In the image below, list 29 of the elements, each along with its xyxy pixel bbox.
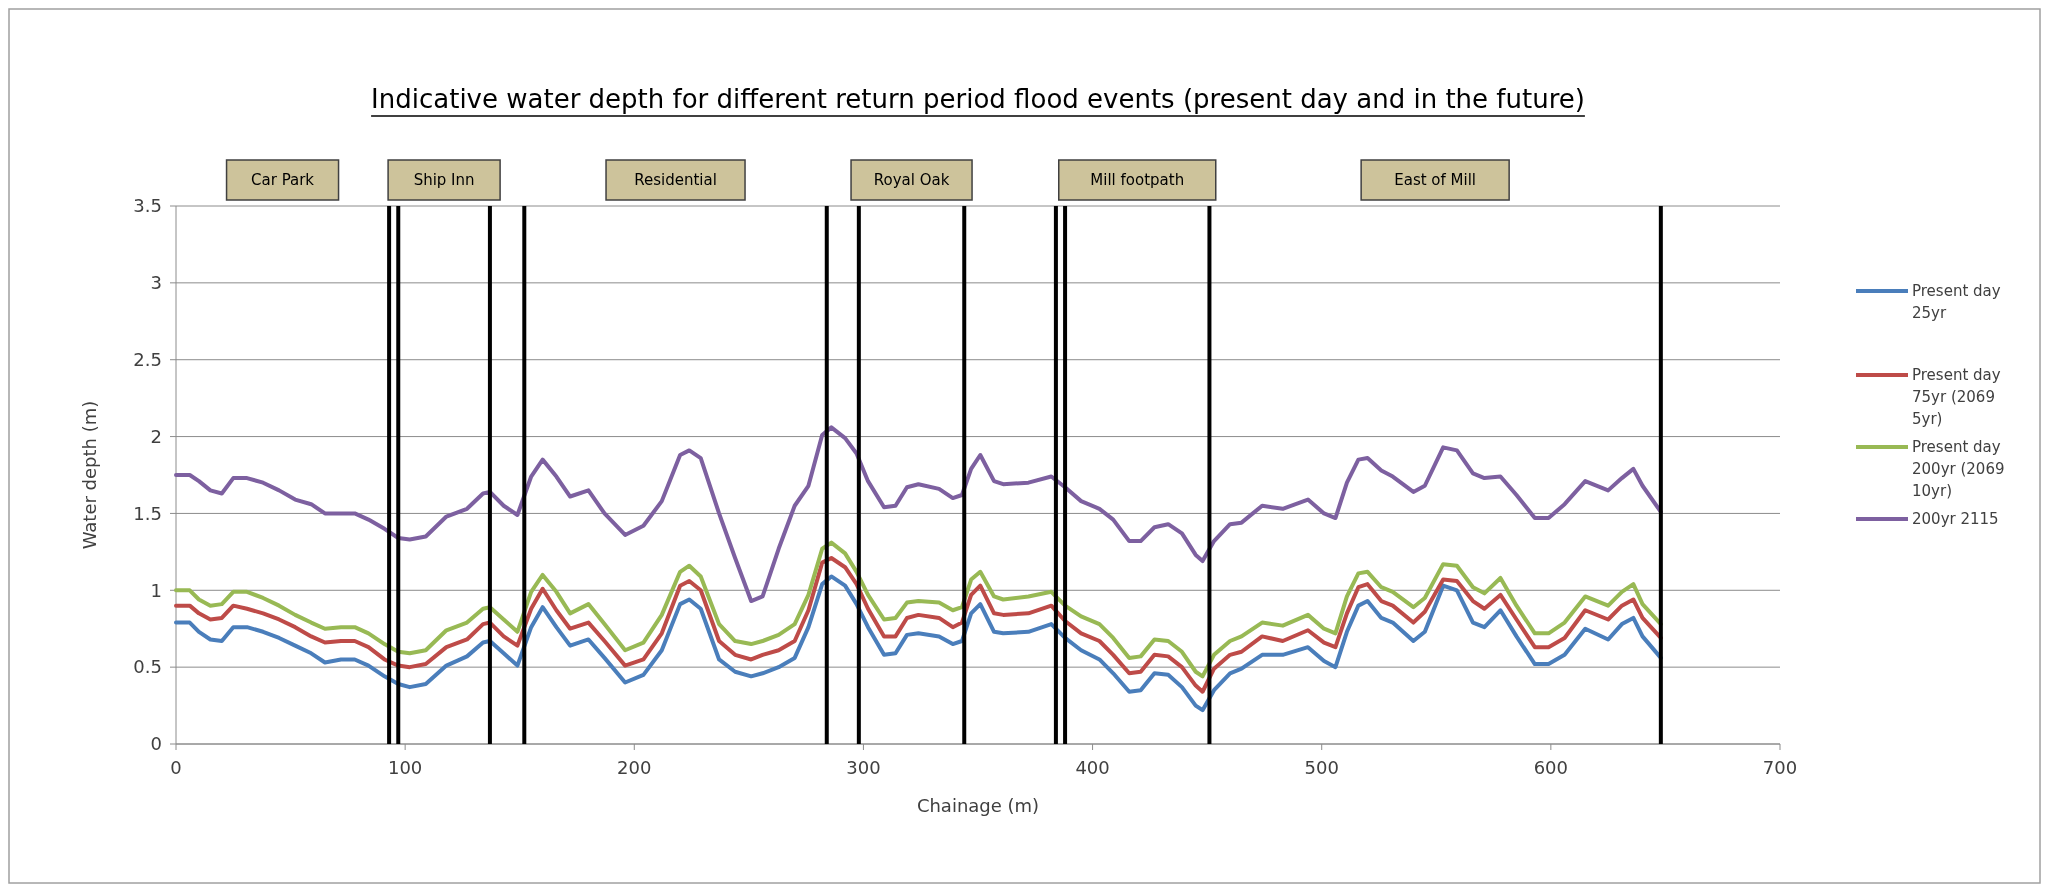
y-axis-title: Water depth (m) [79,400,100,550]
x-tick-label: 600 [1533,757,1569,778]
y-tick-label: 2.5 [133,349,162,371]
text: Ship Inn [413,171,475,190]
x-tick-label: 400 [1075,757,1110,778]
legend-label: 200yr 2115 [1912,510,1999,528]
legend-label: Present day 25yr [1912,282,2001,322]
x-tick-label: 0 [170,757,182,778]
y-tick-label: 3 [150,272,162,294]
legend-label: Present day 75yr (2069 5yr) [1912,366,2001,428]
legend-label: Present day 200yr (2069 10yr) [1912,438,2005,500]
x-axis-title: Chainage (m) [916,795,1040,816]
text: Car Park [251,171,315,190]
chart-title: Indicative water depth for different return period flood events (present day and in the future) [371,84,1585,114]
y-tick-label: 0.5 [133,656,162,678]
y-tick-label: 2 [150,425,162,447]
x-tick-label: 700 [1762,757,1798,778]
x-tick-label: 300 [846,757,881,778]
x-tick-label: 100 [387,757,423,778]
text: Royal Oak [873,171,950,190]
text: Residential [634,171,717,190]
y-tick-label: 0 [150,733,162,755]
y-tick-label: 1.5 [133,502,162,524]
x-tick-label: 500 [1304,757,1339,778]
text: East of Mill [1394,171,1477,190]
x-tick-label: 200 [617,757,652,778]
y-tick-label: 1 [150,579,162,601]
text: Mill footpath [1090,171,1185,190]
y-tick-label: 3.5 [133,195,162,217]
